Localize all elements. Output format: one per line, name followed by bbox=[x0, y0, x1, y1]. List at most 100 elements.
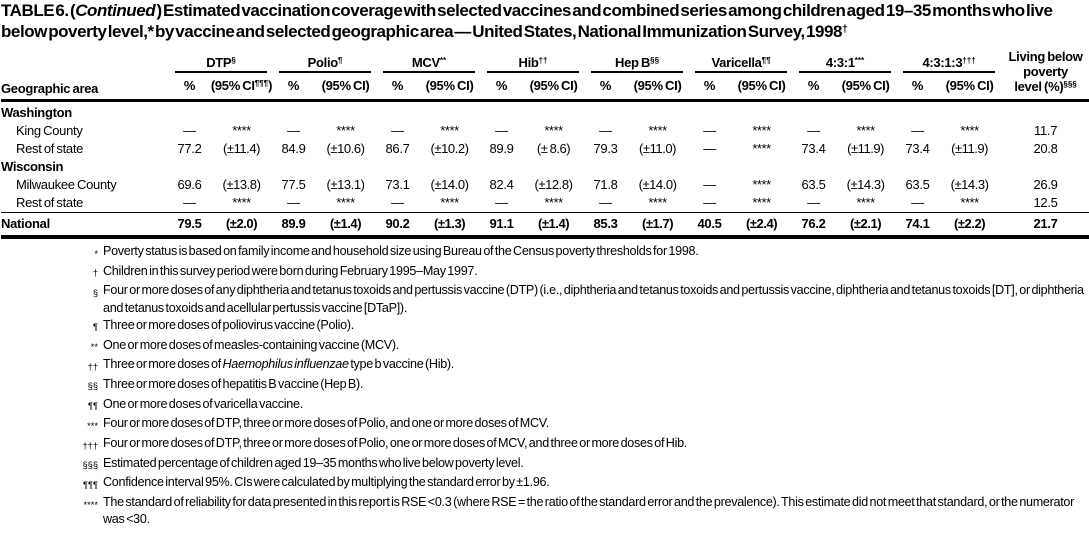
percent-cell: — bbox=[807, 123, 820, 138]
percent-cell: 63.5 bbox=[905, 177, 930, 192]
percent-cell: 77.5 bbox=[281, 177, 306, 192]
geographic-area-header: Geographic area bbox=[1, 49, 169, 102]
percent-cell: 40.5 bbox=[689, 212, 731, 239]
percent-header: % bbox=[377, 73, 419, 103]
vaccine-name: 4:3:1:3 bbox=[922, 55, 963, 71]
footnote-marker: ¶ bbox=[93, 322, 98, 333]
poverty-cell: 26.9 bbox=[1033, 177, 1058, 192]
footnote-text: Three or more doses of poliovirus vaccin… bbox=[98, 317, 354, 334]
subheader-row: % (95% CI¶¶¶)% (95% CI)% (95% CI)% (95% CI)%… bbox=[1, 73, 1089, 103]
ci-header: (95% CI) bbox=[938, 73, 1002, 103]
vaccine-name: MCV bbox=[411, 55, 440, 71]
italic-text: Continued bbox=[75, 1, 156, 20]
footnote-text: Poverty status is based on family income… bbox=[98, 243, 699, 260]
footnote-marker: * bbox=[94, 248, 98, 259]
vaccine-label: 4:3:1*** bbox=[799, 55, 892, 74]
ci-cell: **** bbox=[856, 123, 875, 138]
text-run: type b vaccine (Hib). bbox=[348, 357, 455, 372]
ci-cell: **** bbox=[752, 177, 771, 192]
footnote-marker: § bbox=[231, 56, 236, 66]
percent-cell: 90.2 bbox=[377, 212, 419, 239]
percent-cell: 84.9 bbox=[281, 141, 306, 156]
ci-header: (95% CI) bbox=[730, 73, 794, 103]
ci-cell: (±10.6) bbox=[326, 141, 365, 156]
text-run: Children in this survey period were born… bbox=[103, 263, 478, 278]
table-row: Washington bbox=[1, 101, 1089, 123]
text-run: Three or more doses of poliovirus vaccin… bbox=[103, 317, 354, 332]
ci-cell: **** bbox=[232, 195, 251, 210]
ci-cell: (±1.4) bbox=[314, 212, 378, 239]
ci-header: (95% CI) bbox=[626, 73, 690, 103]
ci-cell: (±10.2) bbox=[430, 141, 469, 156]
percent-cell: 79.5 bbox=[169, 212, 210, 239]
percent-cell: 89.9 bbox=[273, 212, 314, 239]
ci-cell: (±14.0) bbox=[430, 177, 469, 192]
ci-header: (95% CI) bbox=[418, 73, 482, 103]
table-title: TABLE 6. (Continued ) Estimated vaccinat… bbox=[1, 0, 1088, 44]
table-body: Washington King County — **** — **** — **** — ***… bbox=[1, 101, 1089, 239]
vaccine-column-header: 4:3:1*** bbox=[793, 49, 897, 74]
footnote-text: Children in this survey period were born… bbox=[98, 263, 478, 280]
ci-cell: **** bbox=[856, 195, 875, 210]
footnote-marker: § bbox=[92, 287, 98, 298]
ci-cell: (± 8.6) bbox=[536, 141, 571, 156]
percent-cell: 91.1 bbox=[481, 212, 523, 239]
text-run: Four or more doses of any diphtheria and… bbox=[103, 283, 1084, 315]
percent-cell: 63.5 bbox=[801, 177, 826, 192]
footnote-marker: †† bbox=[87, 361, 98, 372]
footnote: ¶¶ One or more doses of varicella vaccine… bbox=[1, 396, 1088, 416]
text-run: ) bbox=[268, 77, 273, 93]
ci-cell: (±1.3) bbox=[418, 212, 482, 239]
ci-cell: (±2.2) bbox=[938, 212, 1002, 239]
ci-cell: (±12.8) bbox=[534, 177, 573, 192]
ci-cell: **** bbox=[232, 123, 251, 138]
text-run: Poverty status is based on family income… bbox=[103, 244, 699, 258]
percent-header: % bbox=[585, 73, 627, 103]
vaccine-name: 4:3:1 bbox=[825, 55, 855, 71]
geographic-area-cell: Wisconsin bbox=[1, 159, 64, 174]
percent-cell: — bbox=[391, 123, 404, 138]
ci-cell: **** bbox=[336, 123, 355, 138]
footnote-marker: ¶¶ bbox=[88, 401, 98, 412]
ci-cell: **** bbox=[648, 195, 667, 210]
ci-cell: (±2.0) bbox=[210, 212, 273, 239]
footnote: ††† Four or more doses of DTP, three or m… bbox=[1, 435, 1088, 455]
poverty-header-line: level (%)§§§ bbox=[1001, 79, 1089, 96]
table-row: King County — **** — **** — **** — **** — **** — ***… bbox=[1, 122, 1089, 140]
footnote-marker: §§§ bbox=[1063, 80, 1077, 90]
percent-cell: — bbox=[495, 123, 508, 138]
geographic-area-cell: Milwaukee County bbox=[16, 177, 117, 192]
poverty-cell bbox=[1001, 101, 1089, 123]
text-run: Four or more doses of DTP, three or more… bbox=[103, 416, 549, 431]
footnote-marker: ††† bbox=[962, 56, 976, 66]
footnote: ¶¶¶ Confidence interval 95%. CIs were cal… bbox=[1, 474, 1088, 494]
footnote-text: Four or more doses of any diphtheria and… bbox=[98, 282, 1088, 316]
ci-cell: **** bbox=[960, 195, 979, 210]
table-row: Wisconsin bbox=[1, 158, 1089, 176]
ci-cell: **** bbox=[752, 123, 771, 138]
percent-cell: 71.8 bbox=[593, 177, 618, 192]
percent-cell: — bbox=[703, 141, 716, 156]
table-row: Rest of state 77.2 (±11.4) 84.9 (±10.6) 86.7 (… bbox=[1, 140, 1089, 158]
footnote-text: One or more doses of varicella vaccine. bbox=[98, 396, 303, 413]
table-row: Milwaukee County 69.6 (±13.8) 77.5 (±13.1) 73… bbox=[1, 176, 1089, 194]
percent-cell: 89.9 bbox=[489, 141, 514, 156]
text-run: Estimated percentage of children aged 19… bbox=[103, 455, 524, 470]
footnote-marker: ** bbox=[439, 56, 447, 66]
percent-cell: 85.3 bbox=[585, 212, 627, 239]
text-run: Three or more doses of hepatitis B vacci… bbox=[103, 376, 364, 391]
vaccine-label: Hep B§§ bbox=[591, 55, 684, 74]
percent-header: % bbox=[897, 73, 939, 103]
text-run: TABLE 6. ( bbox=[1, 1, 76, 20]
text-run: Confidence interval 95%. CIs were calcul… bbox=[103, 475, 550, 490]
ci-cell: (±13.1) bbox=[326, 177, 365, 192]
ci-cell: (±1.7) bbox=[626, 212, 690, 239]
footnote-text: Estimated percentage of children aged 19… bbox=[98, 455, 524, 472]
vaccination-coverage-table: Geographic area DTP§ Polio¶ MCV** Hib†† Hep … bbox=[1, 49, 1089, 239]
vaccine-label: 4:3:1:3††† bbox=[903, 55, 996, 74]
footnote-text: Four or more doses of DTP, three or more… bbox=[98, 435, 687, 452]
text-run: ) Estimated vaccination coverage with se… bbox=[1, 1, 1053, 41]
poverty-cell: 20.8 bbox=[1033, 141, 1058, 156]
percent-cell: — bbox=[911, 195, 924, 210]
geographic-area-cell: Rest of state bbox=[16, 141, 84, 156]
